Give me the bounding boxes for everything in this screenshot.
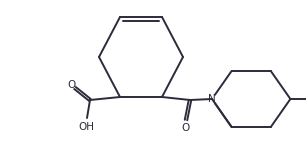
Text: O: O (67, 80, 75, 90)
Text: N: N (208, 94, 216, 104)
Text: O: O (181, 123, 189, 133)
Text: OH: OH (78, 122, 94, 132)
